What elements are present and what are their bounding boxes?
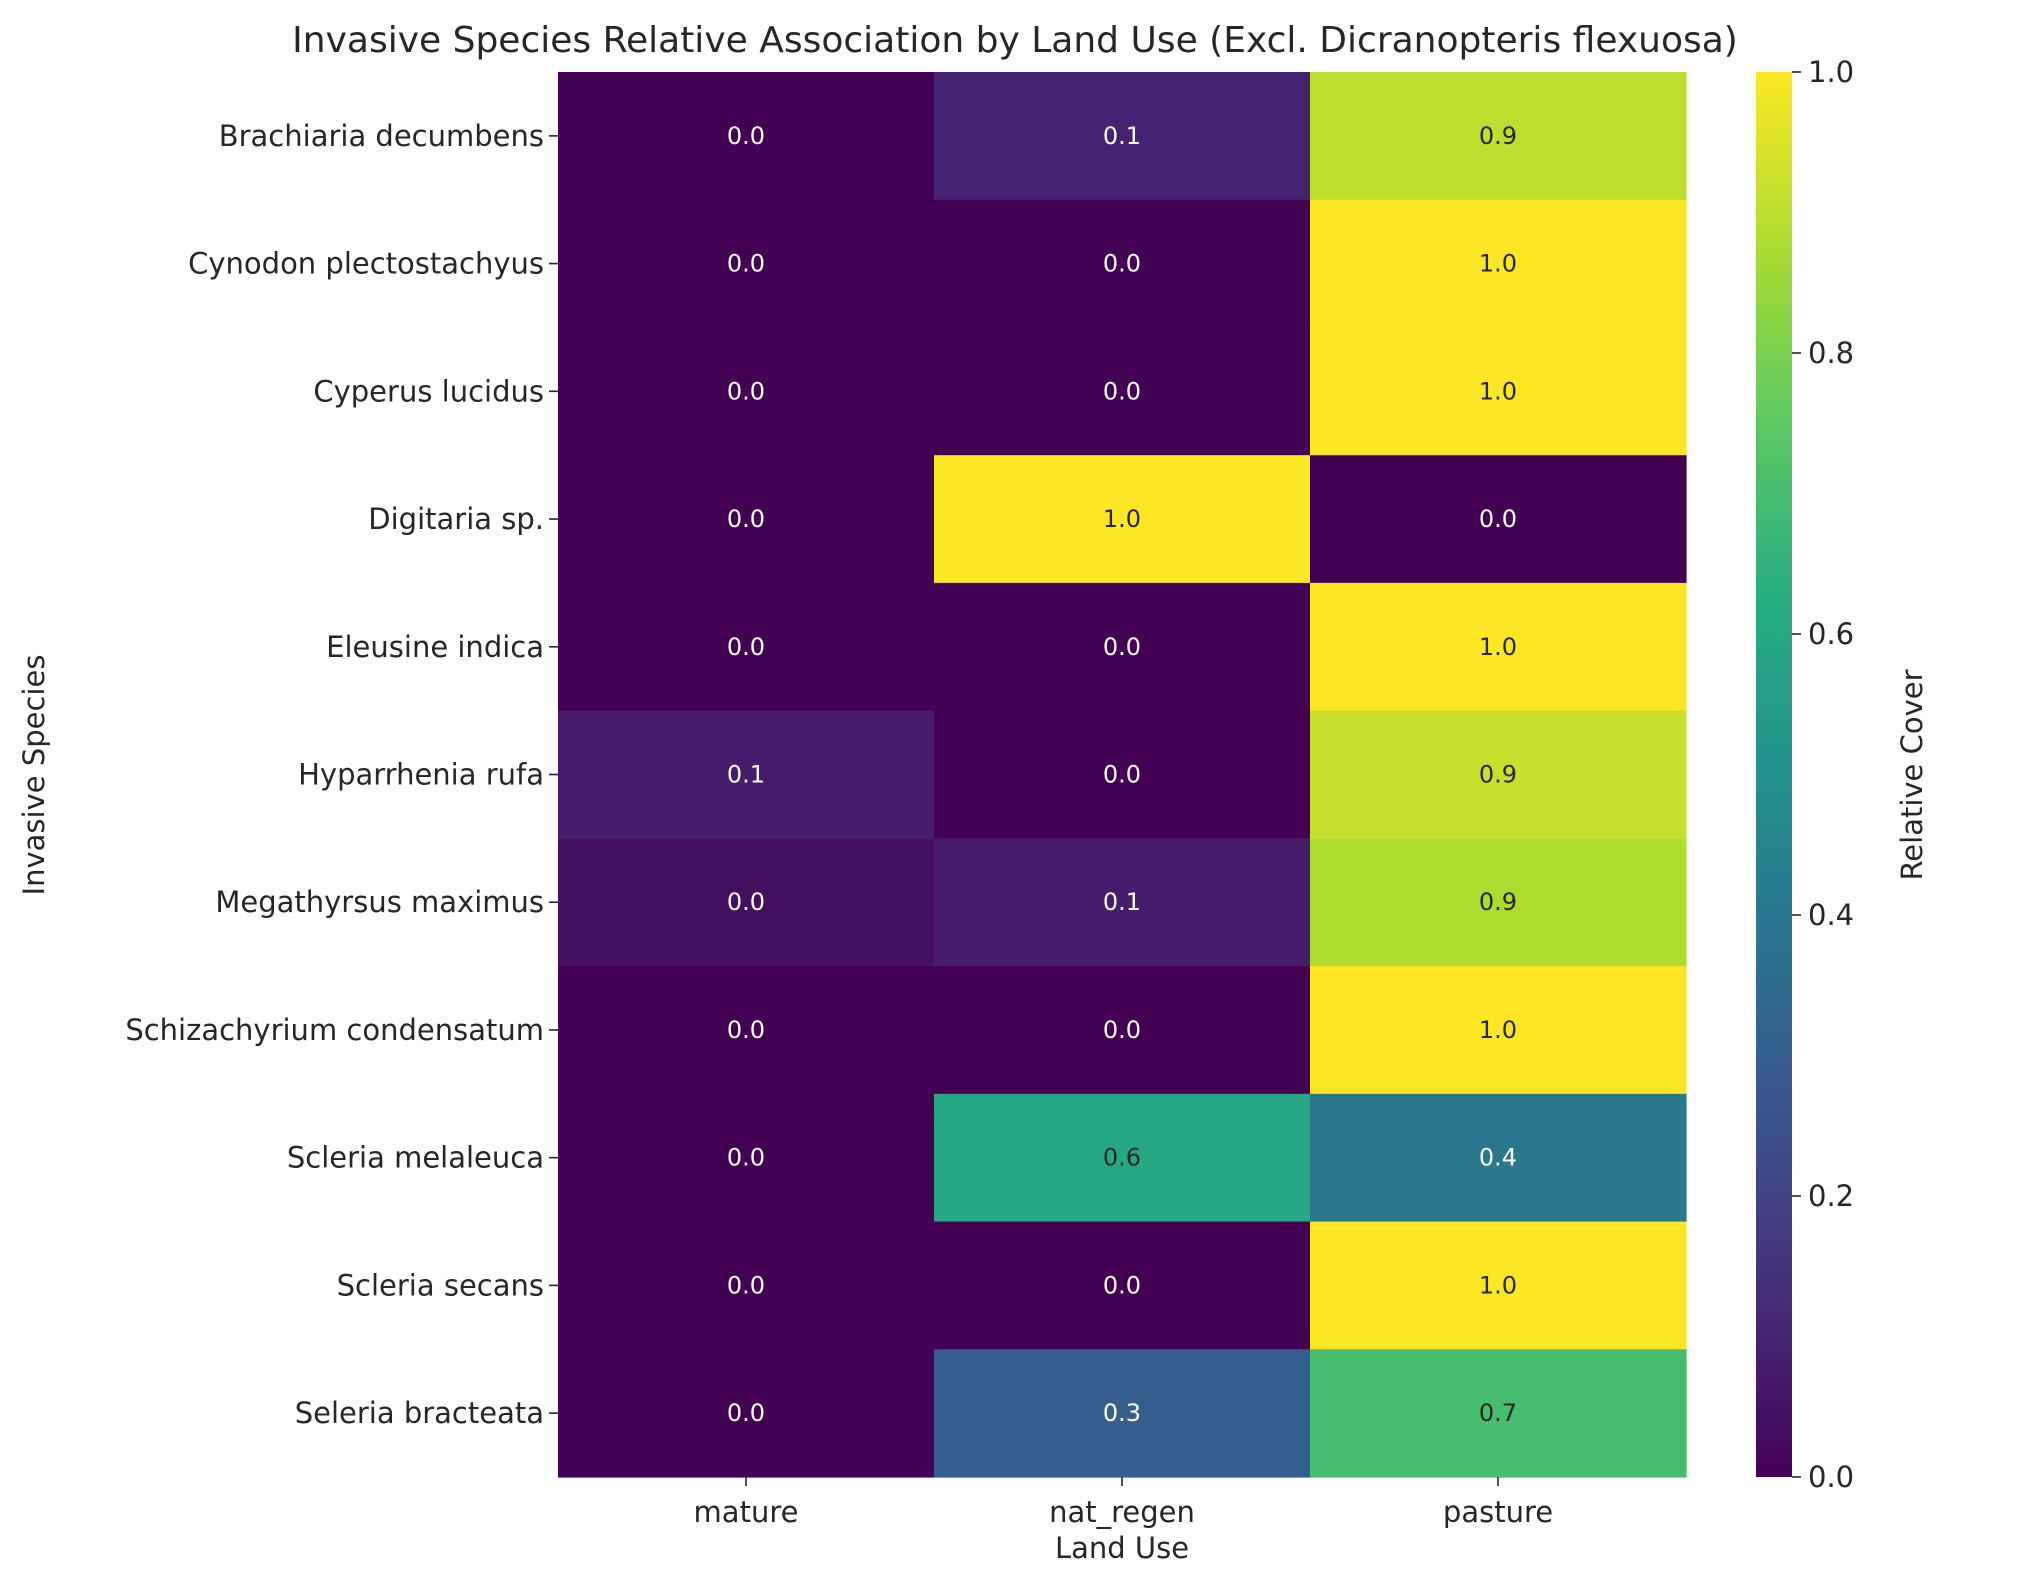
cell-value-label: 1.0: [1479, 250, 1517, 278]
cell-value-label: 0.1: [727, 761, 765, 789]
cell-value-label: 0.0: [727, 1399, 765, 1427]
heatmap-cell: [934, 1221, 1311, 1350]
x-tick-label: pasture: [1443, 1495, 1553, 1529]
heatmap-cell: [558, 1221, 935, 1350]
y-tick-label: Scleria secans: [337, 1268, 544, 1302]
heatmap-cell: [558, 455, 935, 584]
cell-value-label: 0.0: [727, 633, 765, 661]
cell-value-label: 1.0: [1479, 1271, 1517, 1299]
heatmap-cell: [934, 838, 1311, 967]
heatmap-cell: [934, 966, 1311, 1095]
y-tick-label: Hyparrhenia rufa: [298, 758, 544, 792]
colorbar-tick-label: 0.0: [1808, 1460, 1854, 1494]
cell-value-label: 0.9: [1479, 122, 1517, 150]
x-tick-labels: mature nat_regen pasture: [694, 1477, 1553, 1529]
heatmap-cell: [558, 582, 935, 712]
cell-value-label: 1.0: [1479, 377, 1517, 405]
colorbar-tick-label: 0.4: [1808, 898, 1854, 932]
heatmap-cell: [1310, 1349, 1687, 1478]
cell-value-label: 0.3: [1103, 1399, 1141, 1427]
heatmap-cell: [558, 199, 935, 329]
cell-value-label: 0.0: [727, 1016, 765, 1044]
cell-value-label: 1.0: [1479, 1016, 1517, 1044]
colorbar-gradient: [1756, 72, 1792, 1477]
colorbar-tick-label: 1.0: [1808, 55, 1854, 89]
heatmap-cell: [558, 72, 935, 201]
heatmap-cell: [1310, 838, 1687, 967]
heatmap-cell: [1310, 455, 1687, 584]
x-tick-label: nat_regen: [1049, 1495, 1195, 1529]
cell-value-label: 1.0: [1103, 505, 1141, 533]
cell-value-label: 0.0: [1103, 377, 1141, 405]
cell-value-label: 0.0: [1479, 505, 1517, 533]
heatmap-cell: [1310, 1093, 1687, 1223]
cell-value-label: 0.0: [727, 505, 765, 533]
cell-value-label: 0.7: [1479, 1399, 1517, 1427]
cell-value-label: 0.9: [1479, 761, 1517, 789]
cell-value-label: 0.0: [727, 377, 765, 405]
heatmap-cell: [934, 72, 1311, 201]
y-tick-label: Seleria bracteata: [295, 1396, 544, 1430]
colorbar-tick-label: 0.8: [1808, 336, 1854, 370]
heatmap-cell: [934, 327, 1311, 456]
cell-value-label: 0.1: [1103, 122, 1141, 150]
heatmap-cell: [558, 327, 935, 456]
cell-value-label: 0.4: [1479, 1144, 1517, 1172]
y-tick-label: Eleusine indica: [326, 630, 544, 664]
heatmap-cell: [558, 966, 935, 1095]
y-tick-label: Scleria melaleuca: [287, 1141, 544, 1175]
cell-value-label: 0.0: [727, 1271, 765, 1299]
heatmap-cell: [934, 1093, 1311, 1223]
colorbar-label: Relative Cover: [1895, 669, 1929, 880]
cell-value-label: 0.0: [727, 1144, 765, 1172]
cell-value-label: 0.9: [1479, 888, 1517, 916]
heatmap-cell: [1310, 582, 1687, 712]
cell-value-label: 0.0: [727, 888, 765, 916]
cell-value-label: 0.6: [1103, 1144, 1141, 1172]
y-tick-label: Schizachyrium condensatum: [125, 1013, 544, 1047]
cell-value-label: 0.0: [1103, 250, 1141, 278]
x-tick-label: mature: [694, 1495, 799, 1529]
cell-value-label: 0.0: [727, 250, 765, 278]
heatmap-cells: 0.0 0.1 0.9 0.0 0.0 1.0 0.0 0.0 1.0 0.0 1.0 0.0 0.0 0…: [558, 72, 1687, 1478]
colorbar-tick-label: 0.2: [1808, 1179, 1854, 1213]
heatmap-cell: [934, 199, 1311, 329]
heatmap-cell: [1310, 710, 1687, 839]
heatmap-cell: [1310, 199, 1687, 329]
heatmap-cell: [558, 1093, 935, 1223]
heatmap-cell: [1310, 1221, 1687, 1350]
heatmap-cell: [934, 455, 1311, 584]
heatmap-cell: [1310, 966, 1687, 1095]
heatmap-cell: [558, 710, 935, 839]
heatmap-cell: [934, 582, 1311, 712]
colorbar-tick-label: 0.6: [1808, 617, 1854, 651]
heatmap-cell: [558, 838, 935, 967]
y-axis-label: Invasive Species: [17, 655, 51, 896]
y-tick-labels: Brachiaria decumbens Cynodon plectostachy…: [125, 119, 558, 1430]
cell-value-label: 0.1: [1103, 888, 1141, 916]
heatmap-cell: [1310, 72, 1687, 201]
y-tick-label: Digitaria sp.: [368, 502, 544, 536]
cell-value-label: 0.0: [1103, 761, 1141, 789]
x-axis-label: Land Use: [1055, 1531, 1189, 1565]
y-tick-label: Brachiaria decumbens: [219, 119, 544, 153]
chart-title: Invasive Species Relative Association by…: [292, 20, 1738, 61]
heatmap-cell: [1310, 327, 1687, 456]
cell-value-label: 0.0: [1103, 633, 1141, 661]
cell-value-label: 0.0: [1103, 1271, 1141, 1299]
y-tick-label: Cyperus lucidus: [313, 374, 544, 408]
colorbar: 0.0 0.2 0.4 0.6 0.8 1.0: [1756, 55, 1854, 1494]
y-tick-label: Megathyrsus maximus: [215, 885, 544, 919]
cell-value-label: 0.0: [727, 122, 765, 150]
heatmap-cell: [934, 1349, 1311, 1478]
cell-value-label: 1.0: [1479, 633, 1517, 661]
heatmap-cell: [558, 1349, 935, 1478]
y-tick-label: Cynodon plectostachyus: [188, 247, 544, 281]
cell-value-label: 0.0: [1103, 1016, 1141, 1044]
heatmap-cell: [934, 710, 1311, 839]
